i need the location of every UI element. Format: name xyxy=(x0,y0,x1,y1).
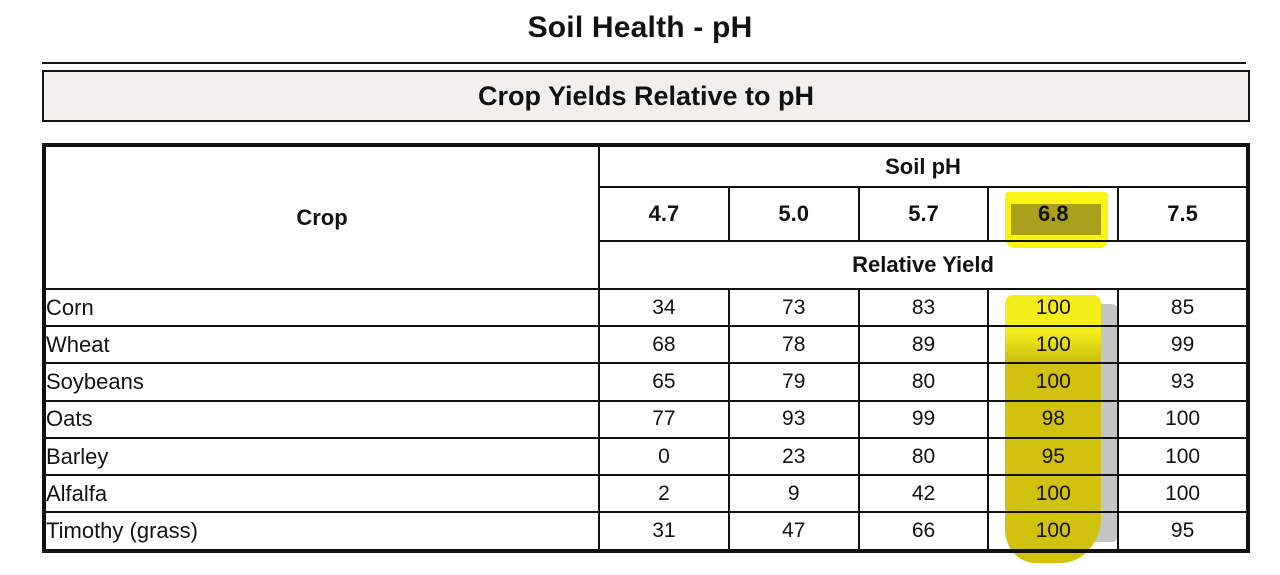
table-row-subgroup-header: Relative Yield xyxy=(44,240,1249,290)
table-row: Barley 0 23 80 95 100 xyxy=(42,436,1249,477)
ph-header-cell: 4.7 xyxy=(598,186,730,242)
yield-value-cell: 9 xyxy=(727,474,860,514)
table-caption-box: Crop Yields Relative to pH xyxy=(42,70,1250,122)
yield-value-cell: 85 xyxy=(1117,287,1249,328)
crop-name-cell: Alfalfa xyxy=(42,474,601,514)
yield-value-cell: 100 xyxy=(1117,436,1249,477)
table-row: Oats 77 93 99 98 100 xyxy=(42,399,1249,439)
yield-table-area: Crop Soil pH 4.7 5.0 5.7 6.8 7.5 Relativ… xyxy=(42,143,1250,563)
yield-value-cell: 99 xyxy=(1117,325,1249,365)
yield-value-cell: 79 xyxy=(727,362,860,402)
ph-header-cell-highlighted: 6.8 xyxy=(987,186,1120,242)
table-row-ph-values: 4.7 5.0 5.7 6.8 7.5 xyxy=(44,186,1249,242)
table-row: Timothy (grass) 31 47 66 100 95 xyxy=(42,511,1249,552)
page-title: Soil Health - pH xyxy=(527,11,753,44)
yield-value-cell: 2 xyxy=(598,474,730,514)
yield-value-cell: 80 xyxy=(857,362,990,402)
yield-value-cell: 0 xyxy=(598,436,730,477)
crop-yield-table: Crop Soil pH 4.7 5.0 5.7 6.8 7.5 Relativ… xyxy=(42,143,1250,553)
yield-value-cell: 68 xyxy=(598,325,730,365)
table-caption: Crop Yields Relative to pH xyxy=(477,80,815,111)
yield-value-cell: 34 xyxy=(598,287,730,328)
yield-value-cell: 66 xyxy=(857,511,990,552)
yield-value-cell-highlighted: 100 xyxy=(987,325,1120,365)
crop-name-cell: Wheat xyxy=(42,325,601,365)
yield-value-cell: 93 xyxy=(727,399,860,439)
yield-value-cell-highlighted: 100 xyxy=(987,362,1120,402)
yield-value-cell: 78 xyxy=(727,325,860,365)
yield-value-cell: 100 xyxy=(1117,399,1249,439)
divider-line xyxy=(42,62,1246,64)
table-row-group-header: Crop Soil pH xyxy=(42,144,1249,290)
yield-value-cell: 99 xyxy=(857,399,990,439)
table-row: Soybeans 65 79 80 100 93 xyxy=(42,362,1249,402)
crop-name-cell: Barley xyxy=(42,436,601,477)
table-row: Alfalfa 2 9 42 100 100 xyxy=(42,474,1249,514)
crop-column-header: Crop xyxy=(42,144,601,290)
crop-name-cell: Oats xyxy=(42,399,601,439)
yield-value-cell-highlighted: 100 xyxy=(987,474,1120,514)
yield-value-cell: 73 xyxy=(727,287,860,328)
yield-value-cell: 65 xyxy=(598,362,730,402)
yield-value-cell: 77 xyxy=(598,399,730,439)
soil-ph-group-header: Soil pH xyxy=(598,144,1249,188)
crop-name-cell: Corn xyxy=(42,287,601,328)
yield-value-cell: 47 xyxy=(727,511,860,552)
yield-value-cell-highlighted: 100 xyxy=(987,511,1120,552)
yield-value-cell: 42 xyxy=(857,474,990,514)
crop-name-cell: Soybeans xyxy=(42,362,601,402)
table-row: Corn 34 73 83 100 85 xyxy=(42,287,1249,328)
yield-value-cell: 83 xyxy=(857,287,990,328)
yield-value-cell: 80 xyxy=(857,436,990,477)
ph-header-cell: 5.0 xyxy=(727,186,860,242)
yield-value-cell: 93 xyxy=(1117,362,1249,402)
yield-value-cell: 23 xyxy=(727,436,860,477)
yield-value-cell: 89 xyxy=(857,325,990,365)
crop-name-cell: Timothy (grass) xyxy=(42,511,601,552)
relative-yield-header: Relative Yield xyxy=(598,240,1249,290)
yield-value-cell-highlighted: 98 xyxy=(987,399,1120,439)
yield-value-cell: 31 xyxy=(598,511,730,552)
yield-value-cell: 95 xyxy=(1117,511,1249,552)
yield-value-cell: 100 xyxy=(1117,474,1249,514)
ph-header-cell: 5.7 xyxy=(857,186,990,242)
yield-value-cell-highlighted: 100 xyxy=(987,287,1120,328)
yield-value-cell-highlighted: 95 xyxy=(987,436,1120,477)
table-row: Wheat 68 78 89 100 99 xyxy=(42,325,1249,365)
ph-header-cell: 7.5 xyxy=(1117,186,1249,242)
